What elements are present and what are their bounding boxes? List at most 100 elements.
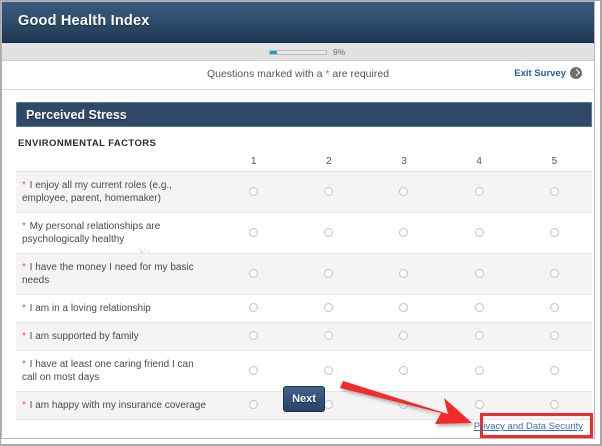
radio-button-3[interactable]: [399, 331, 409, 340]
matrix-question-column-header: [16, 153, 217, 172]
matrix-option-cell[interactable]: [216, 294, 291, 322]
radio-button-2[interactable]: [324, 227, 334, 237]
radio-button-5[interactable]: [549, 303, 559, 312]
radio-button-4[interactable]: [474, 186, 484, 196]
section-header-banner: Perceived Stress: [16, 102, 592, 127]
radio-button-5[interactable]: [549, 268, 559, 278]
page-title: Good Health Index: [18, 13, 150, 29]
exit-survey-link[interactable]: Exit Survey: [514, 67, 582, 79]
radio-button-3[interactable]: [399, 268, 409, 278]
radio-button-2[interactable]: [324, 331, 334, 340]
required-asterisk: *: [325, 68, 330, 80]
matrix-scale-header-2: 2: [291, 153, 367, 172]
radio-button-4[interactable]: [474, 365, 484, 375]
matrix-option-cell[interactable]: [216, 350, 291, 391]
required-asterisk: *: [22, 261, 26, 273]
matrix-option-cell[interactable]: [442, 171, 517, 212]
privacy-and-data-security-link[interactable]: Privacy and Data Security: [473, 421, 583, 432]
matrix-row-label: * My personal relationships are psycholo…: [22, 220, 161, 245]
next-button[interactable]: Next: [283, 386, 325, 412]
radio-button-3[interactable]: [399, 303, 409, 312]
matrix-option-cell[interactable]: [517, 171, 592, 212]
radio-button-2[interactable]: [324, 186, 334, 196]
radio-button-3[interactable]: [399, 400, 409, 409]
matrix-option-cell[interactable]: [291, 212, 366, 253]
required-asterisk: *: [22, 399, 26, 411]
radio-button-4[interactable]: [474, 400, 484, 409]
radio-button-5[interactable]: [549, 365, 559, 375]
radio-button-3[interactable]: [399, 227, 409, 237]
radio-button-5[interactable]: [549, 400, 559, 409]
matrix-option-cell[interactable]: [517, 391, 592, 419]
matrix-option-cell[interactable]: [517, 322, 592, 350]
matrix-option-cell[interactable]: [366, 294, 441, 322]
matrix-option-cell[interactable]: [216, 212, 291, 253]
radio-button-1[interactable]: [249, 186, 259, 196]
matrix-option-cell[interactable]: [366, 322, 441, 350]
radio-button-5[interactable]: [549, 331, 559, 340]
matrix-option-cell[interactable]: [442, 253, 517, 294]
matrix-option-cell[interactable]: [291, 253, 366, 294]
matrix-option-cell[interactable]: [216, 322, 291, 350]
radio-button-1[interactable]: [249, 400, 259, 409]
matrix-option-cell[interactable]: [517, 253, 592, 294]
radio-button-5[interactable]: [549, 186, 559, 196]
radio-button-2[interactable]: [324, 365, 334, 375]
matrix-option-cell[interactable]: [291, 350, 366, 391]
matrix-option-cell[interactable]: [442, 212, 517, 253]
matrix-row-label: * I am supported by family: [22, 330, 139, 342]
matrix-option-cell[interactable]: [517, 212, 592, 253]
radio-button-1[interactable]: [249, 365, 259, 375]
matrix-row: * I have the money I need for my basic n…: [16, 253, 592, 294]
required-asterisk: *: [22, 302, 26, 314]
radio-button-4[interactable]: [474, 331, 484, 340]
radio-button-5[interactable]: [549, 227, 559, 237]
matrix-option-cell[interactable]: [366, 350, 441, 391]
matrix-option-cell[interactable]: [442, 350, 517, 391]
required-asterisk: *: [22, 220, 26, 232]
radio-button-3[interactable]: [399, 186, 409, 196]
matrix-option-cell[interactable]: [366, 253, 441, 294]
matrix-option-cell[interactable]: [366, 212, 441, 253]
matrix-option-cell[interactable]: [216, 253, 291, 294]
matrix-option-cell[interactable]: [442, 322, 517, 350]
radio-button-4[interactable]: [474, 303, 484, 312]
progress-bar-track: [269, 50, 327, 55]
section-subtitle: ENVIRONMENTAL FACTORS: [18, 138, 157, 149]
required-asterisk: *: [22, 179, 26, 191]
radio-button-2[interactable]: [324, 303, 334, 312]
survey-content: Perceived Stress ENVIRONMENTAL FACTORS 1…: [2, 89, 594, 438]
matrix-option-cell[interactable]: [291, 294, 366, 322]
radio-button-1[interactable]: [249, 227, 259, 237]
matrix-scale-header-5: 5: [516, 153, 592, 172]
radio-button-1[interactable]: [249, 331, 259, 340]
radio-button-1[interactable]: [249, 268, 259, 278]
matrix-row: * I am supported by family: [16, 322, 592, 350]
matrix-option-cell[interactable]: [216, 391, 291, 419]
matrix-option-cell[interactable]: [291, 171, 366, 212]
radio-button-4[interactable]: [474, 227, 484, 237]
radio-button-3[interactable]: [399, 365, 409, 375]
matrix-question-table: 1 2 3 4 5 * I enjoy all my current roles…: [16, 153, 592, 420]
matrix-option-cell[interactable]: [366, 391, 441, 419]
matrix-row: * My personal relationships are psycholo…: [16, 212, 592, 253]
matrix-option-cell[interactable]: [442, 294, 517, 322]
matrix-option-cell[interactable]: [291, 322, 366, 350]
required-asterisk: *: [22, 358, 26, 370]
matrix-option-cell[interactable]: [517, 350, 592, 391]
matrix-row: * I am in a loving relationship: [16, 294, 592, 322]
radio-button-2[interactable]: [324, 400, 334, 409]
matrix-scale-header-1: 1: [216, 153, 292, 172]
matrix-row-label: * I have the money I need for my basic n…: [22, 261, 194, 286]
radio-button-1[interactable]: [249, 303, 259, 312]
matrix-option-cell[interactable]: [442, 391, 517, 419]
matrix-option-cell[interactable]: [216, 171, 291, 212]
radio-button-2[interactable]: [324, 268, 334, 278]
privacy-link-highlight-box: [480, 413, 593, 438]
radio-button-4[interactable]: [474, 268, 484, 278]
matrix-option-cell[interactable]: [517, 294, 592, 322]
exit-survey-label: Exit Survey: [514, 67, 566, 79]
matrix-option-cell[interactable]: [366, 171, 441, 212]
matrix-scale-header-4: 4: [441, 153, 517, 172]
